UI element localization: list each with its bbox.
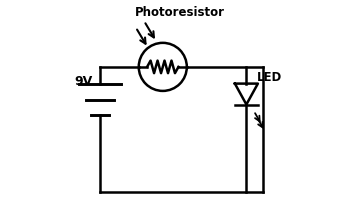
Text: LED: LED: [257, 71, 282, 84]
Text: 9V: 9V: [74, 75, 93, 88]
Text: Photoresistor: Photoresistor: [135, 6, 224, 19]
